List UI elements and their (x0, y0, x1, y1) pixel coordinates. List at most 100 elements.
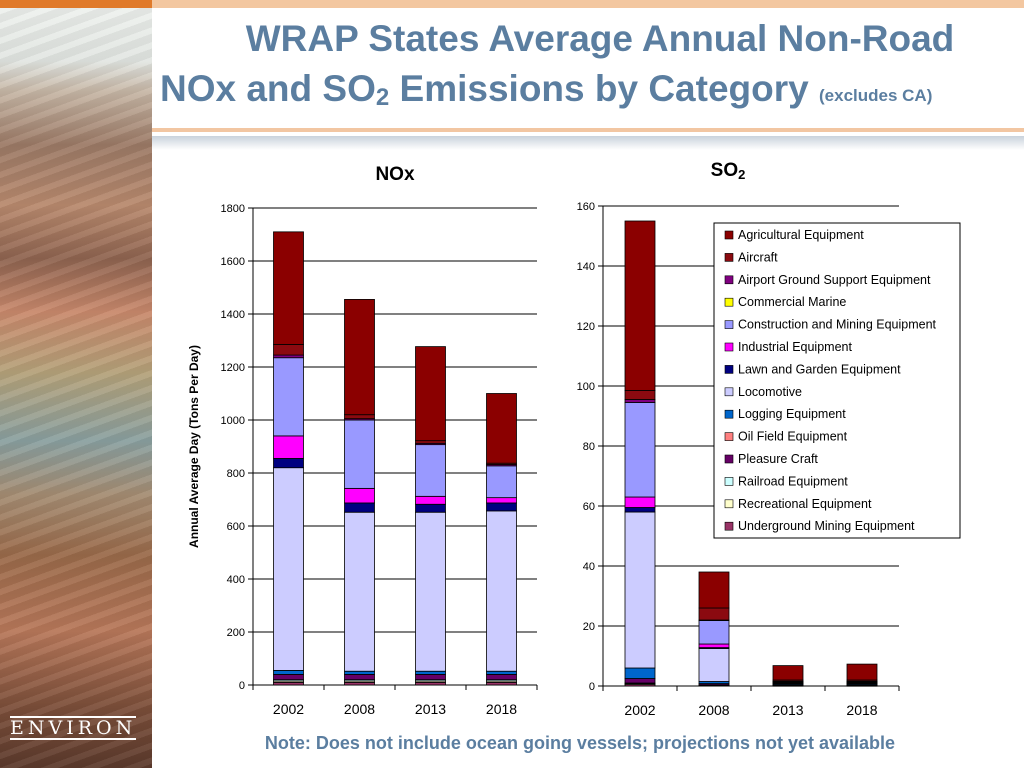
legend-swatch (724, 409, 734, 419)
bar-segment-agricultural-equipment (415, 346, 446, 442)
x-tick-label: 2002 (273, 701, 304, 717)
legend-swatch (724, 387, 734, 397)
bar-segment-airport-ground-support-equipment (624, 399, 656, 403)
so2-title-subscript: 2 (738, 167, 746, 182)
bar-segment-industrial-equipment (273, 435, 304, 459)
slide-title: WRAP States Average Annual Non-Road NOx … (160, 14, 1010, 123)
top-accent-bar (0, 0, 1024, 8)
legend-swatch (724, 320, 734, 329)
bar-segment-agricultural-equipment (624, 220, 656, 391)
y-axis-label: Annual Average Day (Tons Per Day) (187, 345, 201, 548)
bar-segment-locomotive (486, 510, 517, 672)
bar-segment-aircraft (344, 414, 375, 420)
x-tick-label: 2018 (846, 702, 877, 718)
x-tick-label: 2008 (698, 702, 729, 718)
bar-segment-logging-equipment (486, 670, 517, 675)
bar-segment-construction-and-mining-equipment (415, 444, 446, 497)
so2-chart-title: SO2 (663, 160, 793, 182)
bar-segment-lawn-and-garden-equipment (624, 507, 656, 513)
y-tick-label: 800 (227, 468, 245, 480)
bar-segment-industrial-equipment (344, 487, 375, 504)
legend-label: Oil Field Equipment (738, 430, 848, 444)
bar-segment-pleasure-craft (624, 678, 656, 684)
legend-label: Airport Ground Support Equipment (738, 273, 931, 287)
title-shadow-rule (152, 136, 1024, 150)
bar-segment-industrial-equipment (698, 643, 730, 648)
bar-segment-construction-and-mining-equipment (344, 419, 375, 489)
bar-segment-agricultural-equipment (273, 231, 304, 345)
bar-segment-agricultural-equipment (486, 393, 517, 464)
title-part-a: NOx and SO (160, 68, 376, 109)
title-subscript: 2 (375, 84, 390, 111)
legend-label: Recreational Equipment (738, 497, 872, 511)
bar-segment-locomotive (273, 467, 304, 671)
legend-label: Lawn and Garden Equipment (738, 362, 901, 376)
legend-label: Locomotive (738, 385, 802, 399)
x-tick-label: 2002 (624, 702, 655, 718)
y-tick-label: 80 (583, 441, 595, 453)
bar-segment-agricultural-equipment (846, 663, 878, 681)
x-tick-label: 2008 (344, 701, 375, 717)
bar-segment-lawn-and-garden-equipment (344, 502, 375, 513)
bar-segment-pleasure-craft (486, 673, 517, 681)
bar-segment-locomotive (624, 511, 656, 669)
legend-label: Aircraft (738, 250, 778, 264)
title-part-b: Emissions by Category (389, 68, 809, 109)
bar-segment-lawn-and-garden-equipment (486, 502, 517, 512)
y-tick-label: 1400 (221, 309, 245, 321)
bar-segment-industrial-equipment (486, 497, 517, 504)
so2-chart: 0 20 40 60 80 100 120 140 160 2002 2008 2013 2018 Agr… (577, 201, 961, 718)
bar-segment-aircraft (273, 344, 304, 356)
y-tick-label: 600 (227, 521, 245, 533)
y-tick-label: 140 (577, 261, 595, 273)
footer-note: Note: Does not include ocean going vesse… (264, 733, 896, 753)
legend-swatch (724, 297, 734, 307)
bar-segment-pleasure-craft (273, 673, 304, 681)
bar-segment-pleasure-craft (415, 673, 446, 681)
y-tick-label: 20 (583, 621, 595, 633)
bar-segment-logging-equipment (344, 670, 375, 675)
bar-segment-agricultural-equipment (344, 299, 375, 416)
bar-segment-industrial-equipment (415, 495, 446, 505)
so2-chart-panel: 0 20 40 60 80 100 120 140 160 2002 2008 2013 2018 Agr… (568, 190, 1000, 724)
bar-segment-construction-and-mining-equipment (698, 620, 730, 645)
title-line-1: WRAP States Average Annual Non-Road (245, 18, 955, 59)
bar-segment-aircraft (698, 607, 730, 621)
y-tick-label: 100 (577, 381, 595, 393)
nox-chart-title: NOx (330, 164, 460, 186)
title-note: (excludes CA) (819, 86, 933, 105)
y-tick-label: 1200 (221, 362, 245, 374)
bar-segment-construction-and-mining-equipment (486, 465, 517, 499)
bar-segment-construction-and-mining-equipment (273, 357, 304, 437)
bar-segment-lawn-and-garden-equipment (273, 458, 304, 469)
legend-label: Pleasure Craft (738, 452, 818, 466)
legend-swatch (724, 477, 734, 486)
environ-logo: ENVIRON (10, 716, 137, 740)
y-tick-label: 0 (589, 681, 595, 693)
bar-segment-industrial-equipment (624, 496, 656, 508)
y-tick-label: 200 (227, 627, 245, 639)
bar-segment-logging-equipment (273, 670, 304, 675)
bar-segment-agricultural-equipment (698, 571, 730, 609)
legend-label: Agricultural Equipment (738, 228, 864, 242)
legend-label: Railroad Equipment (738, 474, 848, 488)
legend-swatch (724, 253, 734, 262)
bar-segment-pleasure-craft (344, 673, 375, 681)
bar-segment-aircraft (624, 390, 656, 400)
nox-title-text: NOx (375, 164, 415, 185)
nox-chart: 0 200 400 600 800 1000 1200 1400 1600 1800 2002 200… (187, 203, 538, 717)
y-tick-label: 120 (577, 321, 595, 333)
bar-segment-locomotive (344, 511, 375, 672)
legend-swatch (724, 365, 734, 374)
legend-label: Construction and Mining Equipment (738, 318, 937, 332)
bar-segment-locomotive (698, 648, 730, 682)
y-tick-label: 40 (583, 561, 595, 573)
side-landscape-photo (0, 8, 152, 768)
legend-label: Commercial Marine (738, 295, 846, 309)
y-tick-label: 60 (583, 501, 595, 513)
bar-segment-construction-and-mining-equipment (624, 402, 656, 498)
legend-box (713, 222, 961, 539)
legend-swatch (724, 521, 734, 531)
y-tick-label: 0 (239, 680, 245, 692)
legend-swatch (724, 499, 734, 509)
